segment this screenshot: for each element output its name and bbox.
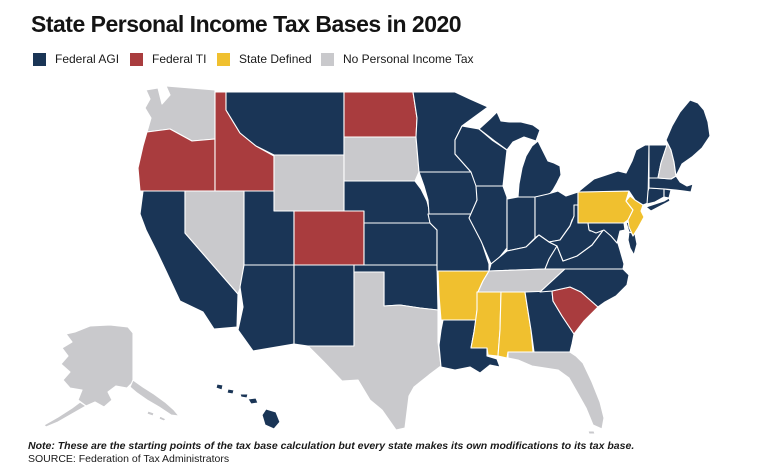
state-hi-shape — [239, 393, 249, 399]
legend-swatch-federal-agi-icon — [33, 52, 46, 66]
state-tx-shape — [307, 271, 442, 431]
legend-item-federal-ti: Federal TI — [130, 51, 206, 67]
state-nd-shape — [343, 91, 418, 138]
state-ny-shape — [645, 197, 671, 212]
state-wy — [273, 154, 345, 212]
state-ak-shape — [43, 401, 87, 428]
legend-swatch-no-income-tax-icon — [321, 52, 334, 66]
state-nj — [625, 195, 645, 237]
state-pa — [577, 190, 634, 224]
state-sd-shape — [343, 136, 420, 182]
state-mi — [478, 111, 562, 198]
state-az-shape — [237, 264, 295, 352]
state-co-shape — [293, 210, 365, 266]
legend-label: Federal TI — [152, 52, 207, 66]
state-hi-shape — [215, 383, 224, 391]
legend-label: State Defined — [239, 52, 312, 66]
state-ny-shape — [577, 144, 650, 206]
state-md-shape — [587, 222, 626, 244]
state-fl-shape — [507, 351, 605, 430]
legend-swatch-state-defined-icon — [217, 52, 230, 66]
state-md — [587, 222, 638, 256]
state-ks — [363, 222, 438, 266]
legend-item-no-income-tax: No Personal Income Tax — [321, 51, 474, 67]
state-az — [237, 264, 295, 352]
state-nd — [343, 91, 418, 138]
legend: Federal AGI Federal TI State Defined No … — [0, 51, 768, 69]
state-co — [293, 210, 365, 266]
state-fl-shape — [587, 430, 596, 435]
state-ak-shape — [129, 379, 180, 417]
legend-label: Federal AGI — [55, 52, 120, 66]
note-text: Note: These are the starting points of t… — [28, 440, 635, 452]
state-ak-shape — [158, 415, 167, 422]
state-ri — [663, 188, 672, 199]
state-tx — [307, 271, 442, 431]
state-hi-shape — [226, 388, 235, 395]
state-fl — [507, 351, 605, 435]
footer: Note: These are the starting points of t… — [28, 440, 748, 466]
legend-item-federal-agi: Federal AGI — [33, 51, 119, 67]
state-hi-shape — [247, 397, 259, 405]
legend-label: No Personal Income Tax — [343, 52, 474, 66]
source-text: SOURCE: Federation of Tax Administrators — [28, 453, 230, 465]
state-nc — [539, 267, 630, 308]
state-mi-shape — [517, 140, 562, 198]
state-sd — [343, 136, 420, 182]
state-nj-shape — [625, 195, 645, 237]
state-me — [665, 99, 711, 177]
state-hi — [215, 383, 281, 430]
state-ny — [577, 144, 671, 212]
state-ks-shape — [363, 222, 438, 266]
state-hi-shape — [261, 408, 281, 430]
state-ak-shape — [60, 324, 134, 408]
legend-item-state-defined: State Defined — [217, 51, 312, 67]
state-ak-shape — [146, 410, 155, 417]
state-pa-shape — [577, 190, 634, 224]
state-wy-shape — [273, 154, 345, 212]
state-ak — [43, 324, 180, 428]
page-title: State Personal Income Tax Bases in 2020 — [31, 11, 462, 37]
state-mi-shape — [478, 111, 541, 151]
state-nm-shape — [293, 264, 355, 347]
state-nc-shape — [539, 267, 630, 308]
state-nm — [293, 264, 355, 347]
state-me-shape — [665, 99, 711, 177]
legend-swatch-federal-ti-icon — [130, 52, 143, 66]
state-ri-shape — [663, 188, 672, 199]
